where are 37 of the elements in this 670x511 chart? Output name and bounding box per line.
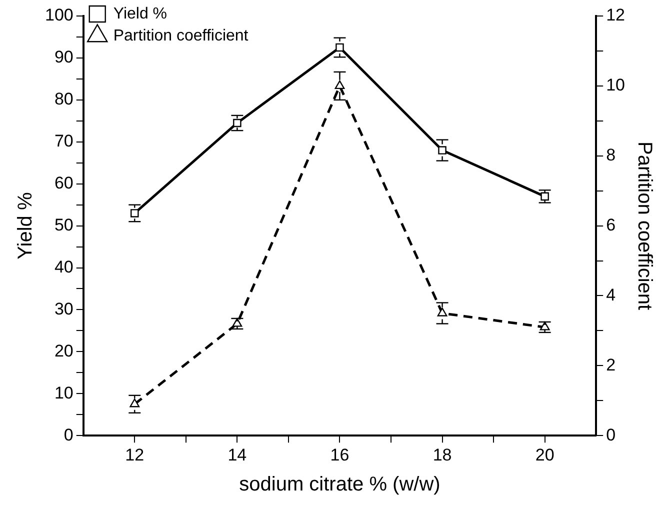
y-axis-title: Yield % [14,192,37,260]
point [438,146,446,154]
point [437,308,448,316]
x-tick-label: 18 [432,445,452,464]
point [130,209,139,218]
y-tick-label: 0 [64,425,74,444]
point [233,118,242,128]
y2-tick-label: 8 [606,146,616,165]
y2-tick-label: 2 [606,355,616,374]
x-tick-label: 16 [330,445,350,464]
y-tick-label: 10 [54,383,74,402]
y-tick-label: 90 [54,48,74,67]
x-tick-label: 12 [125,445,144,464]
y-tick-label: 30 [54,299,74,318]
y2-tick-label: 0 [606,425,616,444]
y2-tick-label: 10 [606,76,626,95]
legend-label: Partition coefficient [113,27,249,44]
y-tick-label: 70 [54,132,74,151]
point [540,192,549,201]
legend-label: Yield % [113,5,168,22]
y-tick-label: 60 [54,174,74,193]
y-tick-label: 20 [54,341,74,360]
y2-axis-title: Partition coefficient [633,141,656,311]
y-tick-label: 50 [54,215,74,234]
x-tick-label: 20 [535,445,554,464]
y2-tick-label: 4 [606,285,616,304]
y-tick-label: 40 [54,257,74,276]
y2-tick-label: 12 [606,6,626,25]
point [336,43,344,52]
point [130,398,140,408]
y-tick-label: 80 [54,90,74,109]
point [232,318,242,327]
y-tick-label: 100 [44,6,74,25]
y2-tick-label: 6 [606,215,616,234]
x-axis-title: sodium citrate % (w/w) [239,474,440,496]
x-tick-label: 14 [228,445,247,464]
point [334,80,345,90]
